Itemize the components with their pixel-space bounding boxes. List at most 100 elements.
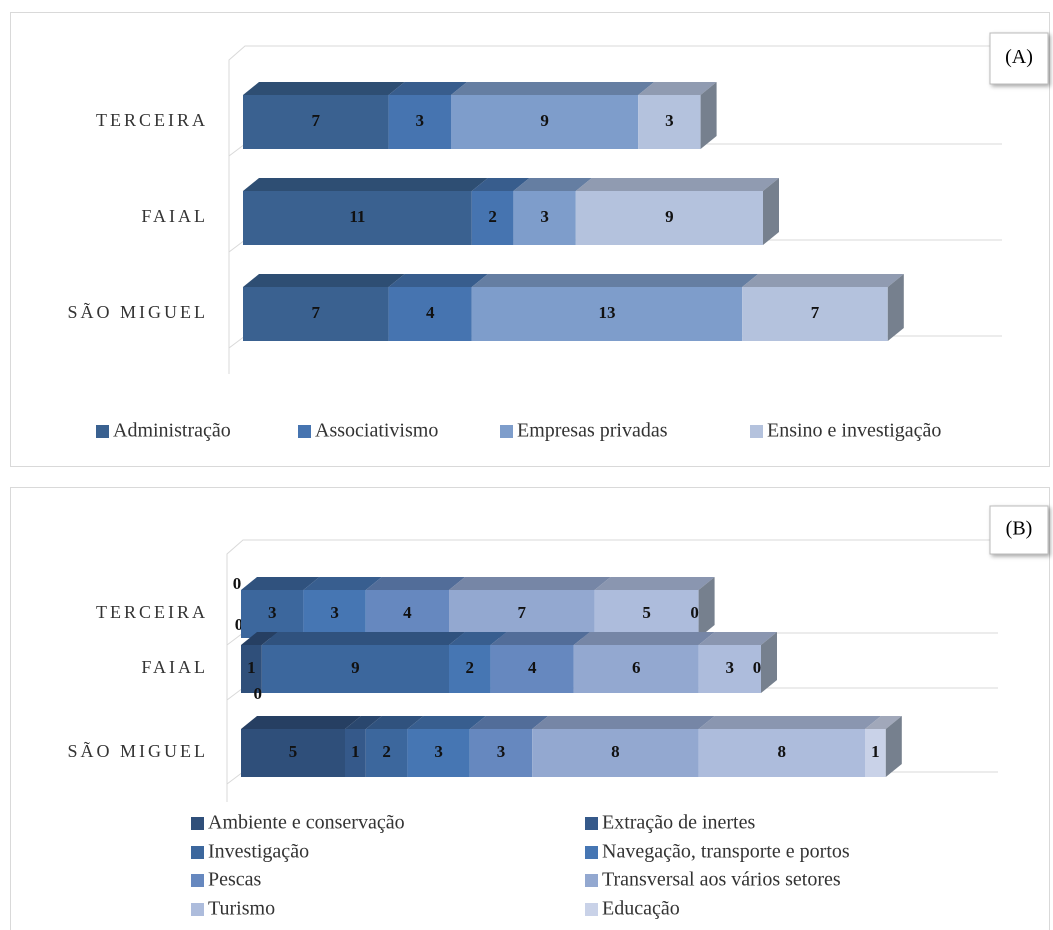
bar-top	[243, 178, 488, 191]
bar-top	[638, 82, 717, 95]
legend-label: Extração de inertes	[602, 812, 755, 834]
legend-swatch	[191, 903, 204, 916]
category-label: SÃO MIGUEL	[68, 301, 209, 322]
legend-label: Pescas	[208, 869, 262, 891]
bar-top	[471, 274, 759, 287]
bar-top	[573, 632, 715, 645]
panel-label: (B)	[1006, 518, 1033, 540]
bar-segment	[471, 191, 514, 245]
bar-segment	[241, 645, 262, 693]
legend-swatch	[750, 425, 763, 438]
bar-top	[449, 577, 611, 590]
bar-segment	[451, 95, 639, 149]
value-label: 8	[611, 742, 620, 761]
value-label: 0	[690, 603, 699, 622]
bar-top	[698, 716, 881, 729]
bar-end	[700, 82, 717, 149]
value-label: 3	[434, 742, 443, 761]
value-label: 4	[528, 658, 537, 677]
bar-segment	[449, 645, 491, 693]
category-label: TERCEIRA	[96, 110, 208, 130]
legend-label: Educação	[602, 898, 680, 920]
bar-top	[594, 577, 715, 590]
bar-top	[469, 716, 549, 729]
bar-segment	[449, 590, 595, 638]
value-label: 3	[416, 111, 425, 130]
value-label: 9	[351, 658, 360, 677]
value-label: 0	[235, 615, 244, 634]
legend-label: Transversal aos vários setores	[602, 869, 841, 891]
bar-segment	[575, 191, 763, 245]
value-label: 6	[632, 658, 641, 677]
bar-top	[490, 632, 590, 645]
bar-end	[887, 274, 904, 341]
bar-segment	[407, 729, 470, 777]
panel-label-box	[989, 505, 1049, 555]
bar-segment	[243, 95, 389, 149]
bar-end	[885, 716, 902, 777]
legend-swatch	[585, 846, 598, 859]
bar-segment	[365, 590, 449, 638]
bar-top	[243, 82, 405, 95]
bar-top	[865, 716, 902, 729]
value-label: 3	[497, 742, 506, 761]
bar-top	[698, 632, 777, 645]
bar-top	[243, 274, 405, 287]
legend-label: Empresas privadas	[517, 420, 668, 442]
bar-top	[742, 274, 904, 287]
bar-top	[513, 178, 592, 191]
legend-swatch	[585, 817, 598, 830]
value-label: 3	[665, 111, 674, 130]
legend-swatch	[191, 874, 204, 887]
bar-top	[451, 82, 655, 95]
wall	[226, 539, 1028, 802]
value-label: 7	[312, 303, 321, 322]
category-label: FAIAL	[141, 657, 208, 677]
legend-swatch	[96, 425, 109, 438]
value-label: 4	[403, 603, 412, 622]
value-label: 4	[426, 303, 435, 322]
legend-swatch	[500, 425, 513, 438]
bar-end	[761, 632, 777, 693]
bar-segment	[594, 590, 699, 638]
bar-top	[345, 716, 382, 729]
legend-label: Ensino e investigação	[767, 420, 941, 442]
value-label: 7	[312, 111, 321, 130]
bar-segment	[865, 729, 886, 777]
value-label: 3	[330, 603, 339, 622]
value-label: 8	[778, 742, 787, 761]
bar-segment	[532, 729, 699, 777]
bar-end	[763, 178, 779, 245]
legend-swatch	[298, 425, 311, 438]
bar-top	[388, 274, 488, 287]
category-label: FAIAL	[141, 206, 208, 226]
value-label: 7	[518, 603, 527, 622]
legend-label: Turismo	[208, 898, 275, 920]
value-label: 3	[268, 603, 277, 622]
category-label: SÃO MIGUEL	[68, 740, 209, 761]
value-label: 9	[540, 111, 549, 130]
bar-segment	[388, 287, 472, 341]
value-label: 0	[753, 658, 762, 677]
wall	[228, 45, 1032, 374]
bar-segment	[243, 191, 472, 245]
bar-top	[261, 632, 465, 645]
bar-segment	[638, 95, 701, 149]
panel-label: (A)	[1005, 46, 1033, 68]
value-label: 2	[382, 742, 391, 761]
bar-top	[471, 178, 530, 191]
bar-segment	[742, 287, 888, 341]
bar-segment	[513, 191, 576, 245]
bar-segment	[345, 729, 366, 777]
value-label: 1	[351, 742, 360, 761]
legend-swatch	[585, 874, 598, 887]
bar-end	[698, 577, 715, 638]
legend-label: Navegação, transporte e portos	[602, 841, 850, 863]
bar-top	[407, 716, 486, 729]
bar-segment	[388, 95, 451, 149]
bar-top	[365, 577, 465, 590]
legend-label: Associativismo	[315, 420, 438, 442]
bar-segment	[241, 729, 345, 777]
bar-segment	[573, 645, 699, 693]
